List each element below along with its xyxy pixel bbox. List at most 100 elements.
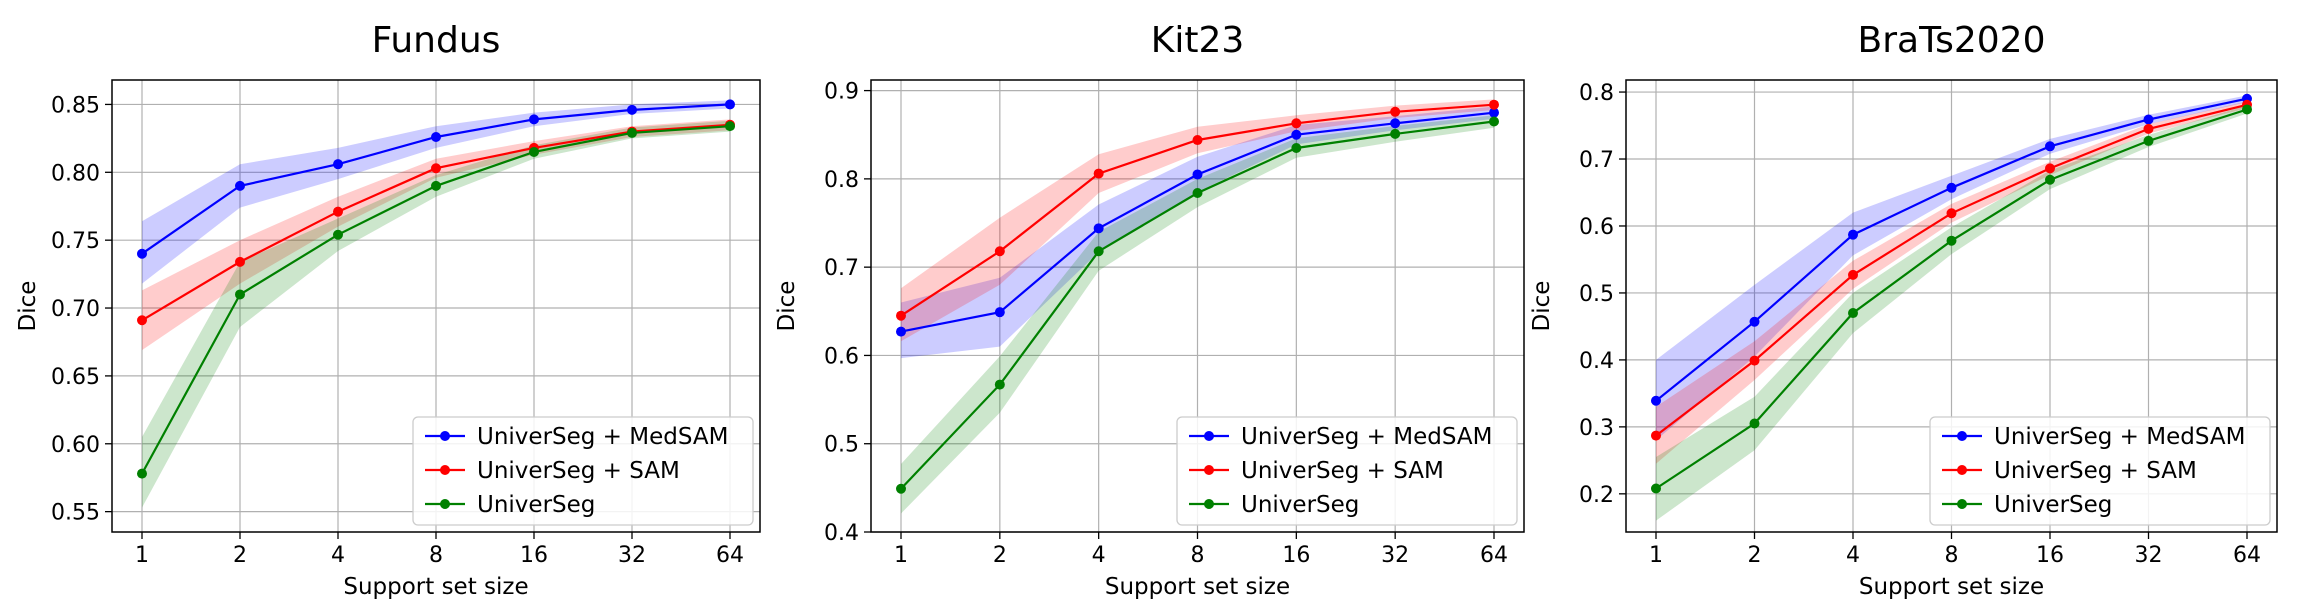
legend-marker <box>1957 499 1967 509</box>
x-tick-label: 64 <box>1480 543 1508 568</box>
data-point <box>333 159 343 170</box>
legend: UniverSeg + MedSAM UniverSeg + SAM UniverS… <box>412 416 754 526</box>
data-point <box>137 315 147 326</box>
y-tick-label: 0.60 <box>51 433 100 458</box>
data-point <box>627 104 637 115</box>
data-point <box>1489 116 1499 127</box>
y-tick-label: 0.7 <box>824 256 859 281</box>
data-point <box>994 246 1005 257</box>
data-point <box>1192 135 1203 146</box>
y-tick-label: 0.5 <box>824 433 859 458</box>
chart-title: Fundus <box>372 20 501 61</box>
data-point <box>896 310 906 321</box>
data-point <box>1749 316 1760 327</box>
data-point <box>1946 182 1957 193</box>
y-tick-label: 0.6 <box>824 344 859 369</box>
y-tick-label: 0.4 <box>1579 349 1614 374</box>
y-tick-label: 0.8 <box>824 168 859 193</box>
confidence-band <box>901 99 1494 342</box>
data-point <box>1291 142 1302 153</box>
x-tick-label: 64 <box>2233 543 2261 568</box>
data-point <box>896 326 906 337</box>
legend-marker <box>440 499 450 509</box>
y-tick-label: 0.3 <box>1579 416 1614 441</box>
data-point <box>1093 246 1104 257</box>
x-tick-label: 32 <box>2135 543 2163 568</box>
x-tick-label: 2 <box>233 543 247 568</box>
x-tick-label: 8 <box>429 543 443 568</box>
data-point <box>1848 269 1858 280</box>
data-point <box>137 468 147 479</box>
x-tick-label: 32 <box>1381 543 1409 568</box>
data-point <box>1749 355 1760 366</box>
data-point <box>1390 118 1401 129</box>
legend-marker <box>440 431 450 441</box>
legend: UniverSeg + MedSAM UniverSeg + SAM UniverS… <box>1176 416 1518 526</box>
x-axis-label: Support set size <box>1105 574 1290 600</box>
y-axis-label: Dice <box>15 281 41 332</box>
data-point <box>725 121 735 132</box>
y-tick-label: 0.80 <box>51 161 100 186</box>
y-tick-label: 0.6 <box>1579 215 1614 240</box>
data-point <box>2045 141 2055 152</box>
y-tick-label: 0.85 <box>51 93 100 118</box>
data-point <box>431 163 441 174</box>
data-point <box>994 307 1005 318</box>
y-tick-label: 0.5 <box>1579 282 1614 307</box>
data-point <box>1489 107 1499 118</box>
legend-box <box>1176 416 1518 526</box>
chart-panel-2: 0.4 0.5 0.6 0.7 0.8 0.9 1 2 4 8 16 32 64 Kit23 Support… <box>774 20 1525 600</box>
legend: UniverSeg + MedSAM UniverSeg + SAM UniverS… <box>1929 416 2271 526</box>
data-point <box>627 127 637 138</box>
data-point <box>235 256 245 267</box>
y-tick-label: 0.70 <box>51 297 100 322</box>
legend-label: UniverSeg <box>1241 492 1359 518</box>
y-tick-label: 0.7 <box>1579 148 1614 173</box>
confidence-band <box>901 106 1494 359</box>
legend-marker <box>1204 431 1214 441</box>
data-point <box>1651 483 1661 494</box>
x-axis-label: Support set size <box>343 574 528 600</box>
x-tick-label: 8 <box>1191 543 1205 568</box>
data-point <box>1848 308 1858 319</box>
y-tick-label: 0.9 <box>824 80 859 105</box>
legend-label: UniverSeg <box>1994 492 2112 518</box>
data-point <box>2045 163 2055 174</box>
x-tick-label: 16 <box>1282 543 1310 568</box>
data-point <box>529 146 539 157</box>
data-point <box>1093 223 1104 234</box>
data-point <box>1390 128 1401 139</box>
legend-box <box>1929 416 2271 526</box>
data-point <box>1291 118 1302 129</box>
legend-label: UniverSeg + MedSAM <box>477 424 728 450</box>
x-tick-label: 16 <box>520 543 548 568</box>
legend-label: UniverSeg + SAM <box>477 458 680 484</box>
legend-label: UniverSeg <box>477 492 595 518</box>
data-point <box>529 114 539 125</box>
chart-panel-1: 0.55 0.60 0.65 0.70 0.75 0.80 0.85 1 2 4 8 16 32 64 Fu… <box>15 20 761 600</box>
x-tick-label: 16 <box>2036 543 2064 568</box>
legend-marker <box>1204 499 1214 509</box>
y-tick-label: 0.65 <box>51 365 100 390</box>
legend-marker <box>1957 431 1967 441</box>
x-tick-label: 8 <box>1945 543 1959 568</box>
data-point <box>1946 235 1957 246</box>
legend-marker <box>440 465 450 475</box>
data-point <box>431 180 441 191</box>
data-point <box>896 483 906 494</box>
data-point <box>1489 99 1499 110</box>
y-tick-label: 0.55 <box>51 501 100 526</box>
x-tick-label: 4 <box>1846 543 1860 568</box>
y-axis-label: Dice <box>1529 281 1555 332</box>
data-point <box>333 206 343 217</box>
legend-label: UniverSeg + SAM <box>1994 458 2197 484</box>
x-tick-label: 1 <box>135 543 149 568</box>
chart-title: Kit23 <box>1151 20 1245 61</box>
x-tick-label: 2 <box>993 543 1007 568</box>
data-point <box>725 99 735 110</box>
y-tick-label: 0.4 <box>824 521 859 546</box>
data-point <box>2143 123 2154 134</box>
y-tick-label: 0.75 <box>51 229 100 254</box>
x-tick-label: 4 <box>1092 543 1106 568</box>
